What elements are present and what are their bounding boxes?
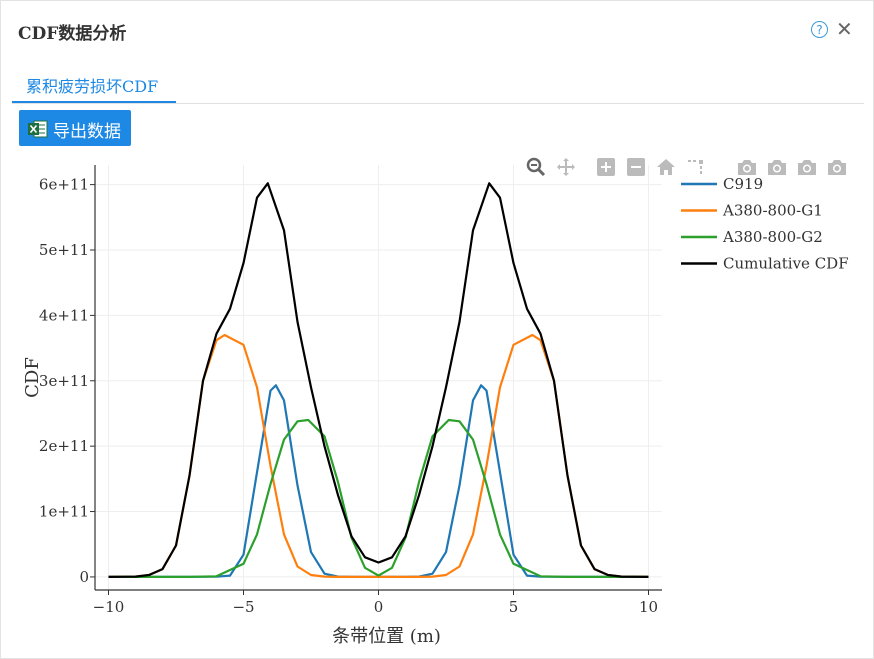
plot-modebar (526, 157, 856, 179)
x-axis-title: 条带位置 (m) (332, 626, 441, 647)
close-icon[interactable]: ✕ (836, 17, 853, 41)
x-tick-label: 5 (509, 598, 519, 616)
y-tick-label: 4e+11 (39, 306, 89, 324)
excel-icon (28, 120, 48, 138)
export-data-label: 导出数据 (53, 122, 121, 142)
zoom-in-icon[interactable] (596, 157, 616, 177)
series-line-cumulative-cdf (108, 182, 649, 578)
x-tick-label: −5 (232, 598, 254, 616)
camera-icon[interactable] (736, 157, 758, 177)
x-tick-label: −10 (93, 598, 125, 616)
tab-active-indicator (12, 101, 176, 103)
x-tick-label: 0 (374, 598, 384, 616)
zoom-icon[interactable] (526, 157, 546, 177)
home-icon[interactable] (656, 157, 676, 177)
y-tick-label: 1e+11 (39, 503, 89, 521)
dialog-title: CDF数据分析 (18, 24, 127, 44)
tab-divider (12, 103, 864, 104)
y-tick-label: 3e+11 (39, 372, 89, 390)
legend-label: A380-800-G1 (722, 202, 823, 220)
y-tick-label: 5e+11 (39, 241, 89, 259)
zoom-out-icon[interactable] (626, 157, 646, 177)
cdf-line-chart[interactable]: 0 1e+11 2e+11 3e+11 4e+11 5e+11 6e+11 −10 −5 0 5 10… (0, 150, 874, 655)
export-data-button[interactable]: 导出数据 (19, 110, 131, 146)
legend-label: C919 (723, 175, 763, 193)
camera-icon[interactable] (766, 157, 788, 177)
series-line-a380-800-g2 (108, 418, 649, 578)
camera-icon[interactable] (796, 157, 818, 177)
spike-lines-icon[interactable] (686, 157, 706, 177)
y-tick-label: 6e+11 (39, 176, 89, 194)
pan-icon[interactable] (556, 157, 576, 177)
help-icon[interactable]: ? (811, 21, 828, 38)
legend-label: A380-800-G2 (722, 228, 823, 246)
x-tick-label: 10 (639, 598, 658, 616)
camera-icon[interactable] (826, 157, 848, 177)
y-axis-title: CDF (22, 357, 43, 398)
y-tick-label: 2e+11 (39, 437, 89, 455)
tab-cumulative-cdf[interactable]: 累积疲劳损坏CDF (26, 77, 159, 96)
y-tick-label: 0 (79, 568, 89, 586)
legend-label: Cumulative CDF (723, 255, 849, 273)
